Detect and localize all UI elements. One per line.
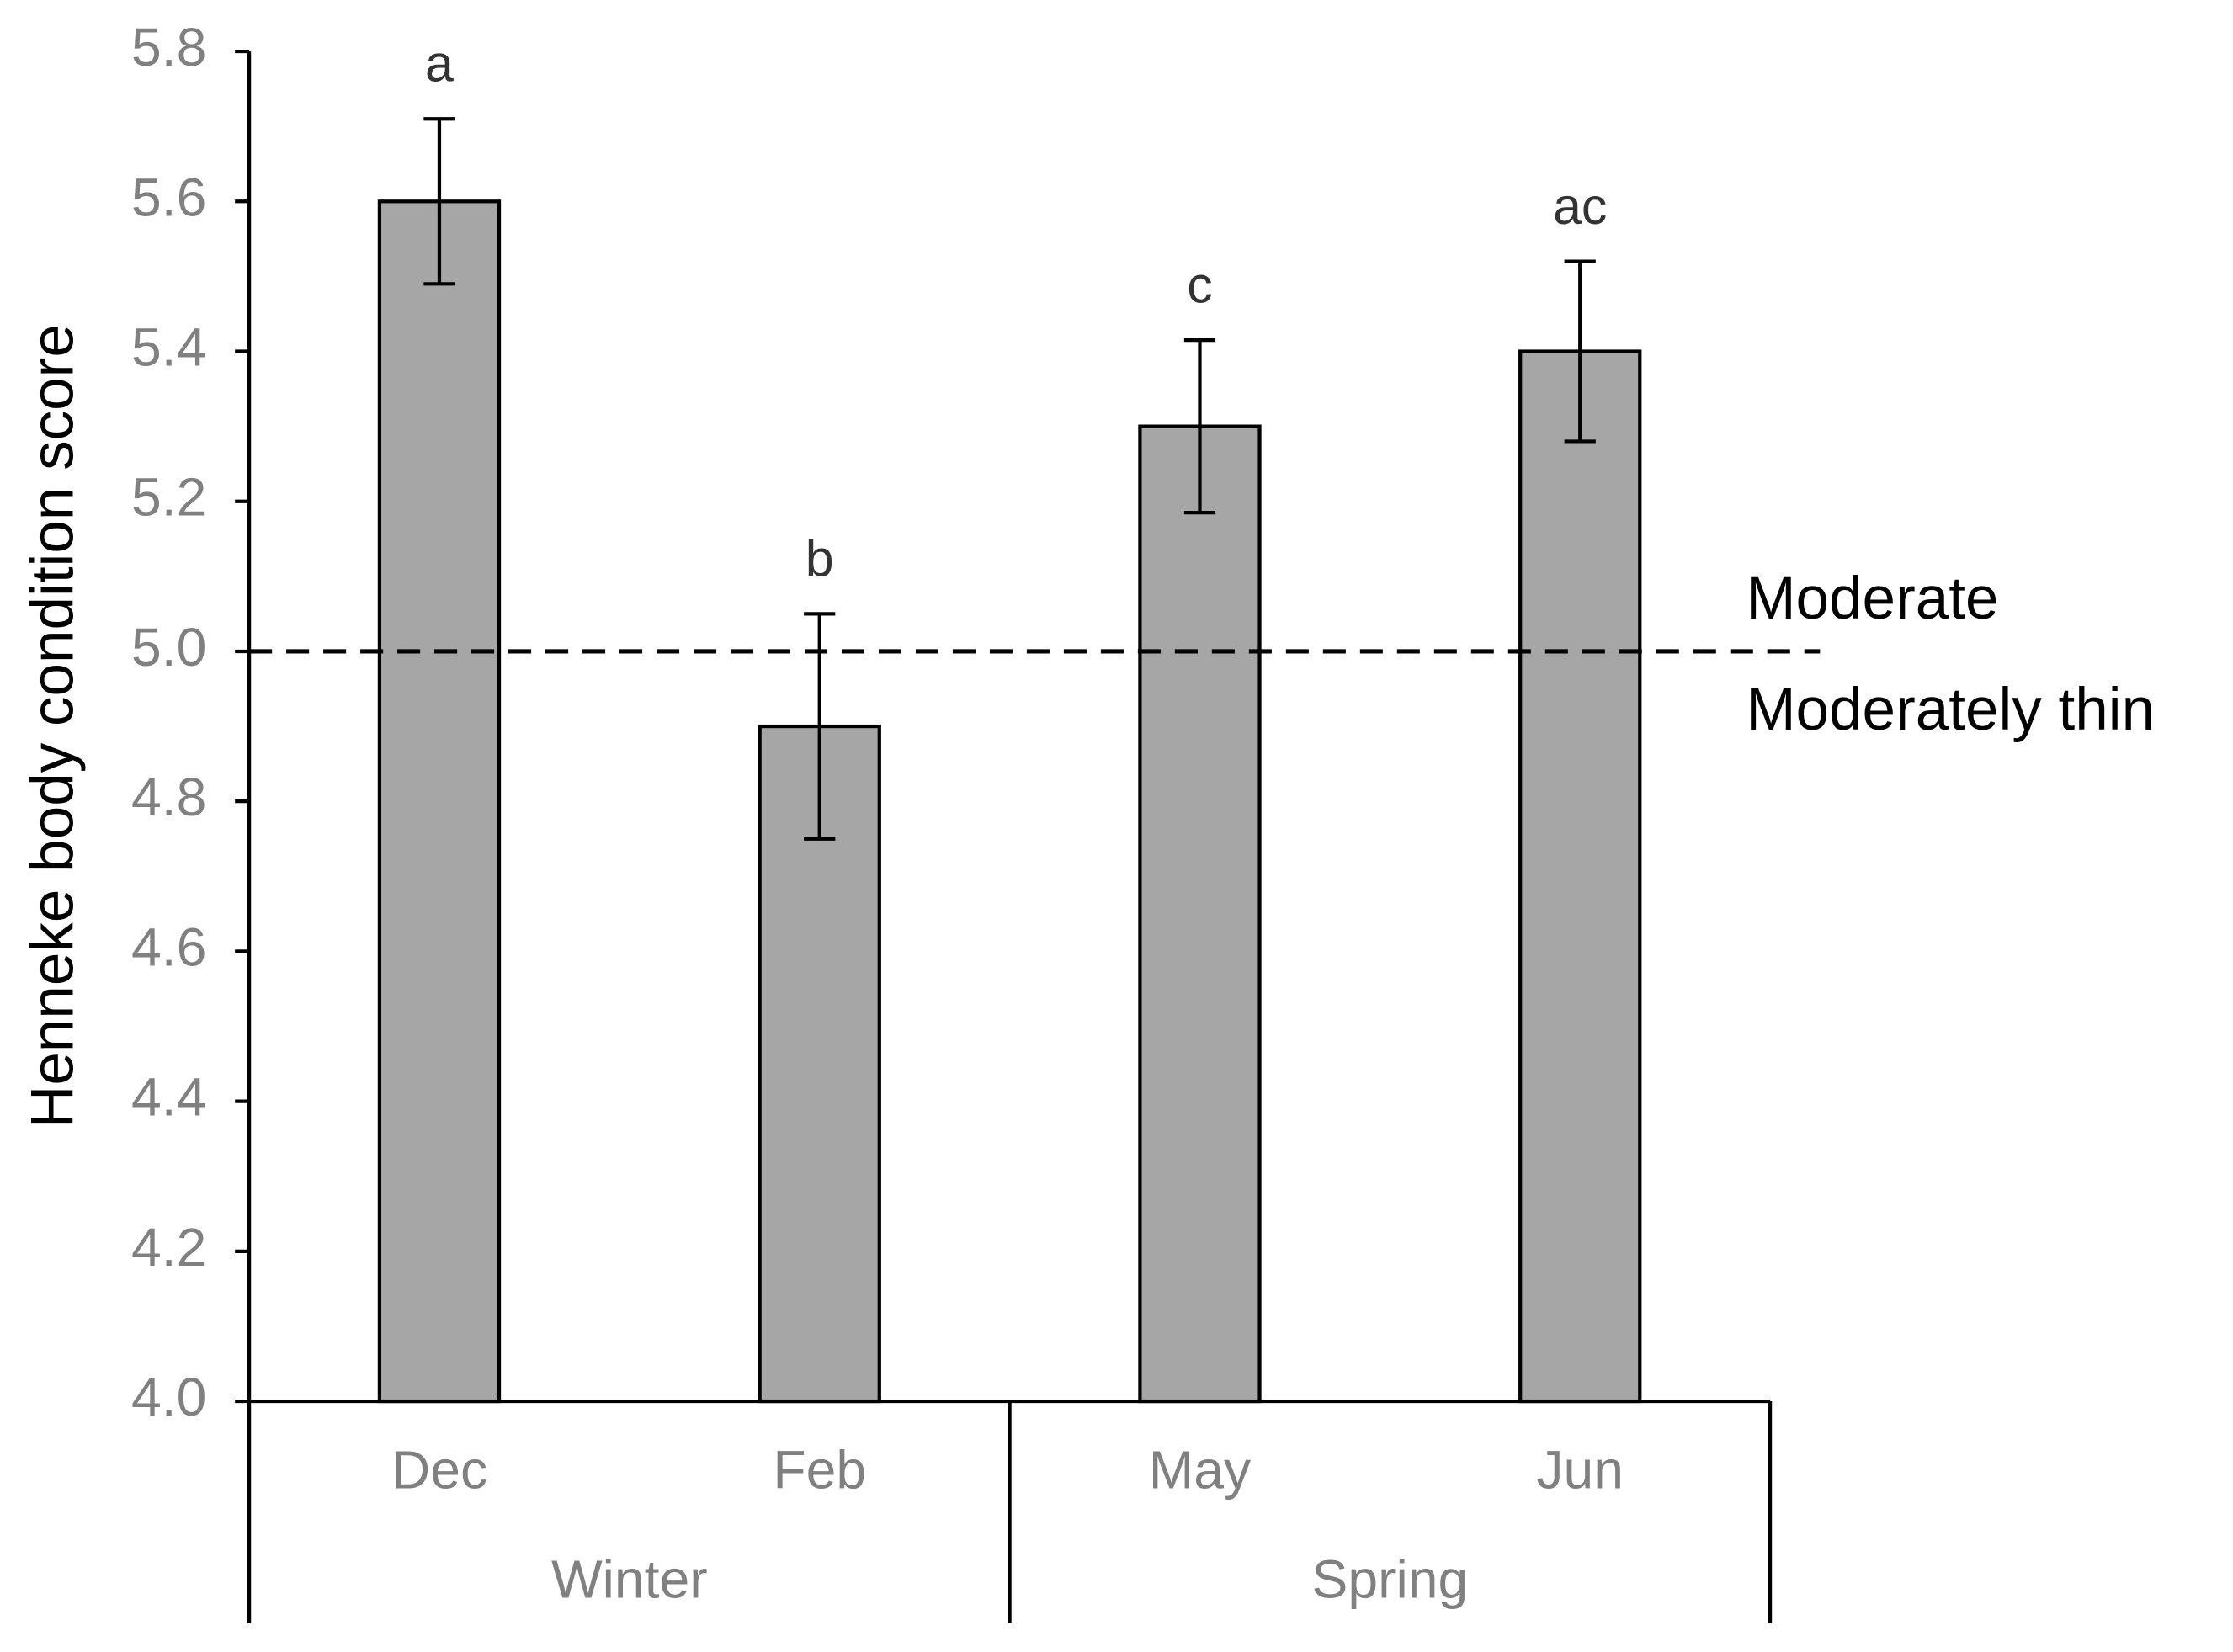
error-bar bbox=[1564, 259, 1596, 444]
y-tick-label: 5.6 bbox=[131, 167, 206, 227]
significance-label: c bbox=[1187, 256, 1212, 313]
y-tick-label: 5.8 bbox=[131, 17, 206, 77]
y-tick-label: 5.2 bbox=[131, 467, 206, 528]
significance-label: ac bbox=[1553, 178, 1607, 235]
x-tick-label: Jun bbox=[1536, 1439, 1624, 1500]
y-axis-label: Henneke body condition score bbox=[19, 324, 86, 1129]
x-tick-label: Feb bbox=[773, 1439, 866, 1500]
y-tick-label: 5.0 bbox=[131, 617, 206, 677]
group-label: Spring bbox=[1311, 1549, 1468, 1610]
y-tick-label: 5.4 bbox=[131, 316, 206, 377]
bar bbox=[1518, 349, 1642, 1404]
reference-label-below: Moderately thin bbox=[1746, 677, 2155, 743]
error-bar bbox=[1183, 338, 1216, 515]
group-label: Winter bbox=[551, 1549, 708, 1610]
x-tick-label: Dec bbox=[391, 1439, 487, 1500]
bar bbox=[377, 199, 502, 1404]
significance-label: a bbox=[425, 35, 454, 92]
error-bar bbox=[423, 117, 455, 286]
y-tick-label: 4.4 bbox=[131, 1067, 206, 1128]
significance-label: b bbox=[805, 530, 834, 587]
y-tick-label: 4.2 bbox=[131, 1217, 206, 1278]
y-tick-label: 4.8 bbox=[131, 767, 206, 827]
bar bbox=[1138, 424, 1262, 1404]
x-tick-label: May bbox=[1149, 1439, 1252, 1500]
y-tick-label: 4.0 bbox=[131, 1367, 206, 1427]
y-tick-label: 4.6 bbox=[131, 916, 206, 977]
reference-label-above: Moderate bbox=[1746, 566, 1998, 632]
